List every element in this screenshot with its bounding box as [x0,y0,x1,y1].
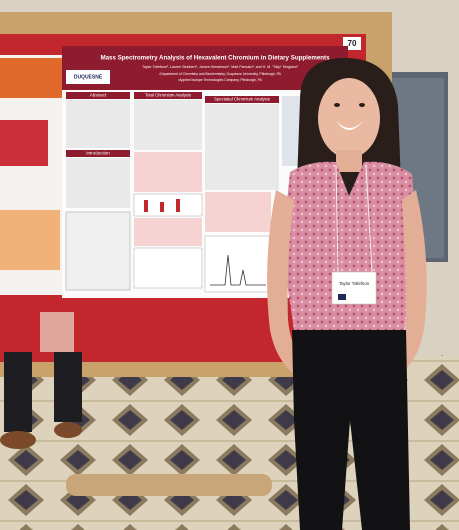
poster-title: Mass Spectrometry Analysis of Hexavalent… [100,55,330,62]
board-number: 70 [348,39,357,48]
logo-box [66,70,110,84]
person-leg [4,352,32,432]
smile [336,120,364,130]
section-title: Total Chromium Analysis [145,93,191,98]
arm [267,190,334,388]
text-block [134,100,202,150]
blouse [282,161,418,330]
arm [362,190,427,388]
chromatogram [204,235,272,293]
section-header [205,96,279,103]
table [134,152,202,192]
poster-affiliation: ²Applied Isotope Technologies Company, P… [178,78,262,82]
chromatogram-trace [210,254,266,286]
poster-tube [66,474,272,496]
poster-authors: Taylor Tollefson¹, Lauren Stubbert¹, Jam… [142,65,299,69]
left-poster-figure [0,120,48,166]
figure-grid [65,211,131,291]
face [318,78,380,158]
poster-affiliation: ¹Department of Chemistry and Biochemistr… [159,72,281,76]
text-block [66,100,130,148]
lanyard [335,164,339,273]
figure-bar [176,199,180,212]
table [134,218,202,246]
logo: DUQUESNE [74,74,103,80]
section-header [66,150,130,157]
eye [359,103,365,107]
figure-bar [160,202,164,212]
table [205,192,271,232]
shoe [54,422,82,438]
lanyard [365,164,373,273]
section-title: Speciated Chromium Analysis [214,97,270,102]
eye [334,103,340,107]
bar-figure [133,247,203,289]
text-block [205,104,279,190]
bar-figure [133,193,203,217]
section-header [134,92,202,99]
figure-bar [144,200,148,212]
section-title: Introduction [86,151,110,156]
badge-name: Taylor Tollefson [339,281,370,286]
neck [336,150,362,172]
pants [292,330,410,530]
left-poster-header [0,58,62,98]
section-header [66,92,130,99]
section-title: Abstract [90,93,107,98]
left-poster-box [0,210,60,270]
badge-logo [338,294,346,300]
person-leg [54,352,82,422]
sample-bag [40,312,74,352]
text-block [66,158,130,208]
shoe [0,431,36,449]
